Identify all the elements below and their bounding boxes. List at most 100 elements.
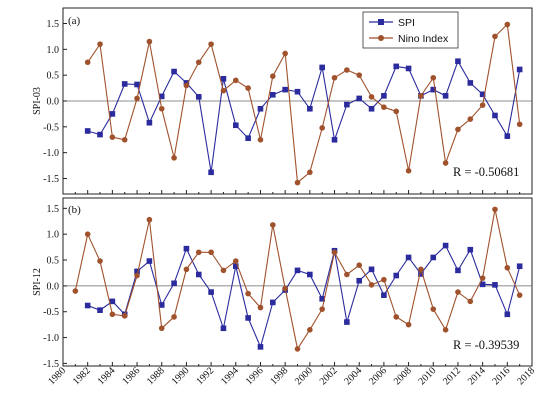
nino-point xyxy=(84,59,91,66)
nino-point xyxy=(72,288,79,294)
x-tick-label: 2004 xyxy=(342,365,364,387)
series-line-nino xyxy=(87,23,521,184)
spi-point xyxy=(232,122,239,129)
nino-point xyxy=(158,105,165,112)
y-tick-label: -1.0 xyxy=(43,333,59,344)
spi-point xyxy=(171,280,177,287)
nino-point xyxy=(270,222,276,228)
nino-point xyxy=(84,231,91,237)
spi-point xyxy=(516,263,523,270)
x-tick-label: 1998 xyxy=(268,365,290,387)
spi-point xyxy=(97,307,103,313)
x-tick-label: 1984 xyxy=(96,365,118,387)
nino-point xyxy=(270,73,276,79)
spi-point xyxy=(467,80,474,86)
spi-point xyxy=(97,131,103,138)
legend-box xyxy=(362,11,459,49)
x-tick-label: 1986 xyxy=(120,365,142,387)
panel-b-axis: -1.5 -1.0 -0.5 0.0 0.5 1.0 1.5 xyxy=(43,204,533,370)
y-tick-label: 0.0 xyxy=(47,97,60,108)
legend-nino-label: Nino Index xyxy=(398,33,449,45)
spi-point xyxy=(368,266,375,273)
spi-point xyxy=(319,64,325,71)
nino-point xyxy=(232,258,239,264)
spi-point xyxy=(158,302,165,308)
spi-point xyxy=(220,75,227,82)
x-tick-label: 1992 xyxy=(194,365,216,387)
nino-point xyxy=(134,95,140,102)
nino-point xyxy=(195,249,202,256)
y-tick-label: 1.5 xyxy=(47,19,60,30)
nino-point xyxy=(171,314,177,320)
spi-point xyxy=(134,268,140,275)
y-tick-label: -1.5 xyxy=(43,174,59,185)
spi-point xyxy=(146,119,153,126)
y-tick-label: 0.0 xyxy=(47,281,60,292)
spi-point xyxy=(282,86,288,93)
nino-point xyxy=(109,134,116,140)
nino-point xyxy=(307,169,313,176)
nino-point xyxy=(492,33,498,40)
spi-point xyxy=(232,263,239,270)
nino-point xyxy=(492,206,498,213)
spi-point xyxy=(368,105,375,112)
spi-point xyxy=(356,95,363,102)
nino-point xyxy=(418,93,424,99)
x-axis: 1980 1982 1984 1986 1988 1990 1992 1994 1996 1998… xyxy=(46,365,537,387)
spi-point xyxy=(455,58,461,65)
spi-point xyxy=(307,271,313,278)
x-tick-label: 2018 xyxy=(515,365,537,387)
x-tick-label: 2014 xyxy=(466,365,488,387)
nino-point xyxy=(208,41,214,47)
nino-point xyxy=(442,160,449,166)
spi-point xyxy=(171,68,177,75)
nino-point xyxy=(319,125,325,131)
legend-nino-marker xyxy=(378,35,384,41)
spi-point xyxy=(442,242,449,249)
panel-b-ylabel: SPI-12 xyxy=(32,268,43,296)
nino-point xyxy=(307,327,313,333)
nino-point xyxy=(146,38,153,45)
spi-point xyxy=(270,299,276,306)
nino-point xyxy=(257,136,264,143)
nino-point xyxy=(282,285,288,292)
x-tick-label: 2000 xyxy=(293,365,315,387)
nino-point xyxy=(418,266,424,273)
spi-point xyxy=(356,277,363,284)
y-tick-label: 0.5 xyxy=(47,256,60,267)
nino-point xyxy=(516,292,523,298)
spi-point xyxy=(516,66,523,73)
nino-point xyxy=(455,289,461,295)
spi-point xyxy=(492,112,498,119)
panel-a-label: (a) xyxy=(68,15,81,27)
nino-point xyxy=(393,108,400,115)
nino-point xyxy=(232,77,239,84)
spi-point xyxy=(245,315,251,321)
spi-point xyxy=(245,135,251,141)
nino-point xyxy=(146,216,153,223)
series-line-nino xyxy=(74,209,521,351)
y-tick-label: 1.0 xyxy=(47,230,60,241)
spi-point xyxy=(381,292,387,298)
spi-point xyxy=(183,245,190,252)
nino-point xyxy=(282,50,288,57)
spi-point xyxy=(109,298,116,305)
nino-point xyxy=(208,249,214,256)
nino-point xyxy=(294,346,301,352)
y-tick-label: -0.5 xyxy=(43,122,59,133)
nino-point xyxy=(121,313,128,319)
nino-point xyxy=(97,41,103,47)
x-tick-label: 2006 xyxy=(367,365,389,387)
spi-point xyxy=(319,296,325,302)
nino-point xyxy=(257,304,264,311)
nino-point xyxy=(356,262,363,269)
spi-point xyxy=(270,92,276,98)
y-tick-label: 1.5 xyxy=(47,204,60,215)
nino-point xyxy=(344,271,350,278)
nino-point xyxy=(393,314,400,320)
nino-point xyxy=(467,298,474,305)
spi-point xyxy=(257,105,264,112)
panel-a-series xyxy=(84,21,523,186)
x-tick-label: 1994 xyxy=(219,365,241,387)
